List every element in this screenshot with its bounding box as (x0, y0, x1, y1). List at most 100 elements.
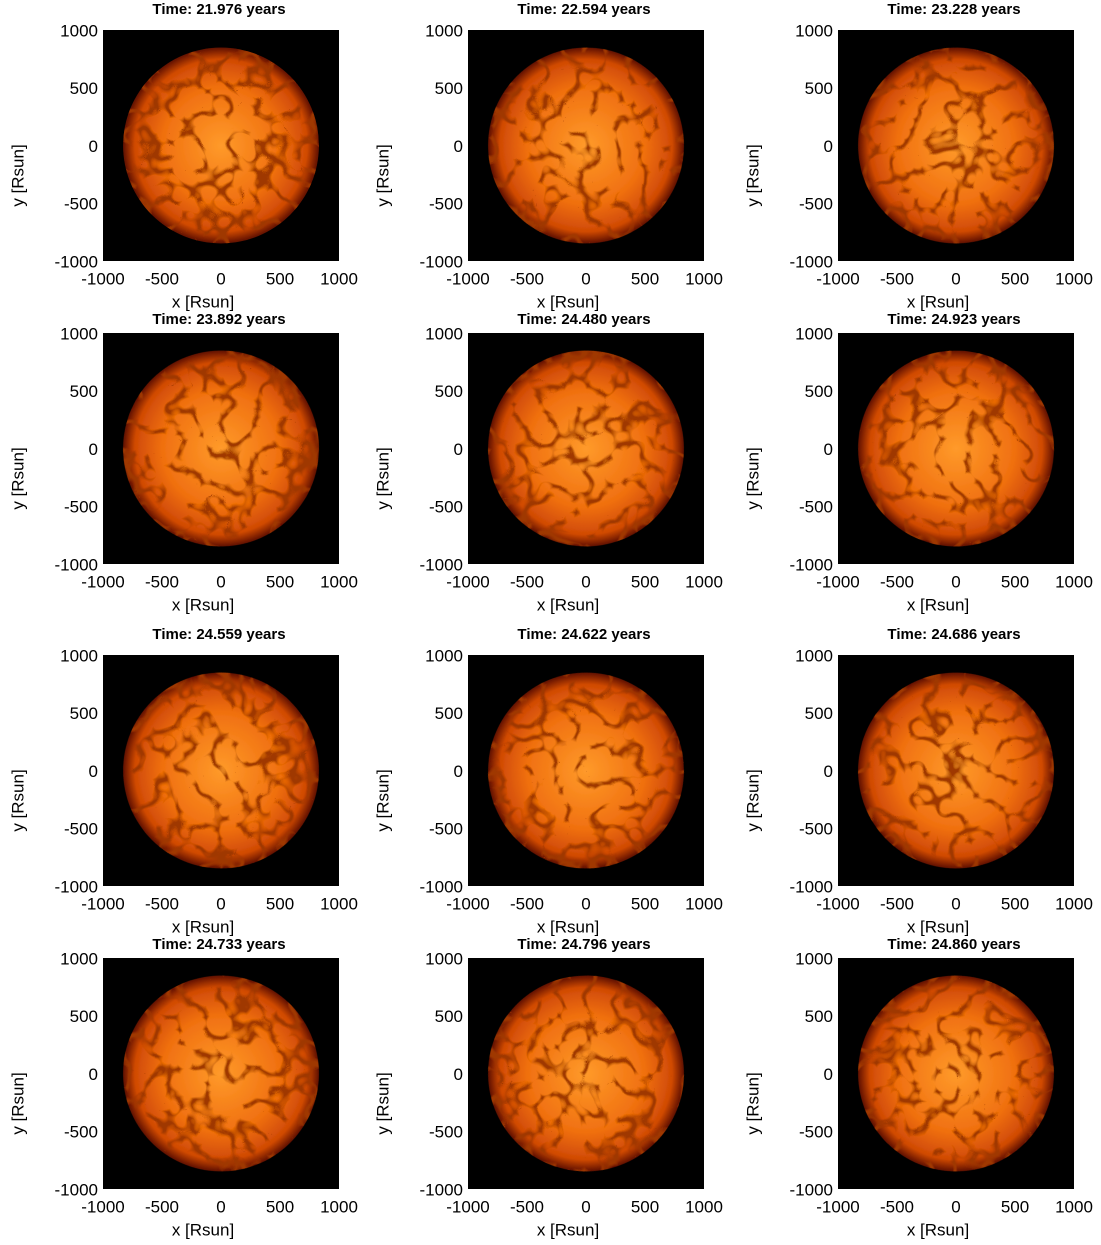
x-tick-label: -1000 (446, 894, 489, 913)
x-axis-label: x [Rsun] (172, 292, 234, 311)
y-tick-label: -1000 (55, 252, 98, 271)
star-image (123, 47, 319, 244)
panel-title: Time: 21.976 years (152, 1, 285, 18)
y-tick-label: -500 (429, 195, 463, 214)
x-tick-label: -1000 (446, 572, 489, 591)
x-tick-label: 500 (266, 269, 294, 288)
star-image (123, 350, 319, 547)
y-tick-label: 0 (824, 137, 833, 156)
x-tick-label: -1000 (816, 894, 859, 913)
x-axis-label: x [Rsun] (537, 595, 599, 614)
x-tick-label: 0 (581, 269, 590, 288)
star-image (488, 975, 684, 1172)
x-tick-label: -500 (510, 894, 544, 913)
y-tick-label: 1000 (795, 949, 833, 968)
x-tick-label: -1000 (816, 1197, 859, 1216)
x-tick-label: 0 (581, 894, 590, 913)
x-axis-label: x [Rsun] (907, 292, 969, 311)
x-tick-label: 1000 (685, 1197, 723, 1216)
y-tick-label: 1000 (425, 324, 463, 343)
x-tick-label: 0 (581, 1197, 590, 1216)
x-tick-label: 1000 (685, 269, 723, 288)
y-tick-label: 0 (89, 440, 98, 459)
y-tick-label: 500 (70, 1007, 98, 1026)
y-tick-label: -1000 (55, 877, 98, 896)
x-tick-label: 0 (951, 1197, 960, 1216)
y-tick-label: 0 (454, 440, 463, 459)
x-tick-label: -1000 (81, 894, 124, 913)
x-tick-label: 500 (1001, 572, 1029, 591)
star-image (123, 672, 319, 869)
x-tick-label: -500 (510, 572, 544, 591)
y-tick-label: 500 (435, 79, 463, 98)
panel-title: Time: 24.923 years (887, 311, 1020, 328)
y-tick-label: 500 (70, 79, 98, 98)
panel-title: Time: 24.622 years (517, 626, 650, 643)
x-tick-label: 500 (266, 894, 294, 913)
y-axis-label: y [Rsun] (743, 447, 762, 509)
panel: Time: 24.559 years -1000 -500 0 500 1000 -1000… (8, 626, 357, 937)
y-tick-label: -500 (429, 498, 463, 517)
x-tick-label: 500 (1001, 894, 1029, 913)
panel-title: Time: 24.686 years (887, 626, 1020, 643)
y-axis-label: y [Rsun] (373, 769, 392, 831)
y-tick-label: 0 (454, 137, 463, 156)
y-tick-label: 1000 (795, 646, 833, 665)
x-axis-label: x [Rsun] (172, 1220, 234, 1239)
y-axis-label: y [Rsun] (373, 447, 392, 509)
panel: Time: 21.976 years -1000 -500 0 500 1000 -1000… (8, 1, 357, 312)
panel-title: Time: 24.559 years (152, 626, 285, 643)
x-axis-label: x [Rsun] (172, 917, 234, 936)
x-tick-label: 1000 (1055, 269, 1093, 288)
y-axis-label: y [Rsun] (373, 144, 392, 206)
panel: Time: 24.860 years -1000 -500 0 500 1000 -1000… (743, 936, 1092, 1240)
y-tick-label: 500 (805, 382, 833, 401)
x-tick-label: 0 (951, 572, 960, 591)
x-tick-label: -500 (880, 572, 914, 591)
y-tick-label: 1000 (60, 324, 98, 343)
panel: Time: 24.796 years -1000 -500 0 500 1000 -1000… (373, 936, 722, 1240)
x-tick-label: 1000 (685, 894, 723, 913)
star-image (488, 672, 684, 869)
panel: Time: 24.480 years -1000 -500 0 500 1000 -1000… (373, 311, 722, 615)
y-tick-label: -500 (799, 195, 833, 214)
y-axis-label: y [Rsun] (373, 1072, 392, 1134)
y-tick-label: -1000 (790, 1180, 833, 1199)
y-tick-label: 0 (454, 762, 463, 781)
panel-title: Time: 24.796 years (517, 936, 650, 953)
x-tick-label: -1000 (816, 269, 859, 288)
panel: Time: 22.594 years -1000 -500 0 500 1000 -1000… (373, 1, 723, 312)
y-tick-label: 1000 (795, 324, 833, 343)
x-tick-label: 1000 (320, 1197, 358, 1216)
y-tick-label: -1000 (420, 555, 463, 574)
y-tick-label: 500 (70, 382, 98, 401)
star-image (858, 975, 1054, 1172)
panel-title: Time: 23.228 years (887, 1, 1020, 18)
x-tick-label: -1000 (81, 1197, 124, 1216)
y-tick-label: 1000 (60, 21, 98, 40)
y-tick-label: -1000 (790, 555, 833, 574)
y-tick-label: -500 (429, 1123, 463, 1142)
y-tick-label: -1000 (790, 877, 833, 896)
panel: Time: 24.622 years -1000 -500 0 500 1000 -1000… (373, 626, 722, 937)
y-tick-label: 500 (70, 704, 98, 723)
y-tick-label: -1000 (420, 1180, 463, 1199)
x-tick-label: -1000 (446, 269, 489, 288)
panel-title: Time: 24.860 years (887, 936, 1020, 953)
x-tick-label: 0 (216, 1197, 225, 1216)
x-tick-label: 500 (631, 1197, 659, 1216)
y-axis-label: y [Rsun] (8, 447, 27, 509)
x-tick-label: -500 (880, 1197, 914, 1216)
x-axis-label: x [Rsun] (907, 917, 969, 936)
x-tick-label: -500 (880, 269, 914, 288)
y-tick-label: 500 (805, 79, 833, 98)
panel: Time: 24.923 years -1000 -500 0 500 1000 -1000… (743, 311, 1092, 615)
x-tick-label: -500 (145, 1197, 179, 1216)
panel-title: Time: 22.594 years (517, 1, 650, 18)
x-tick-label: -1000 (446, 1197, 489, 1216)
x-tick-label: 500 (266, 572, 294, 591)
x-tick-label: -500 (145, 572, 179, 591)
y-axis-label: y [Rsun] (8, 769, 27, 831)
panel: Time: 24.733 years -1000 -500 0 500 1000 -1000… (8, 936, 357, 1240)
